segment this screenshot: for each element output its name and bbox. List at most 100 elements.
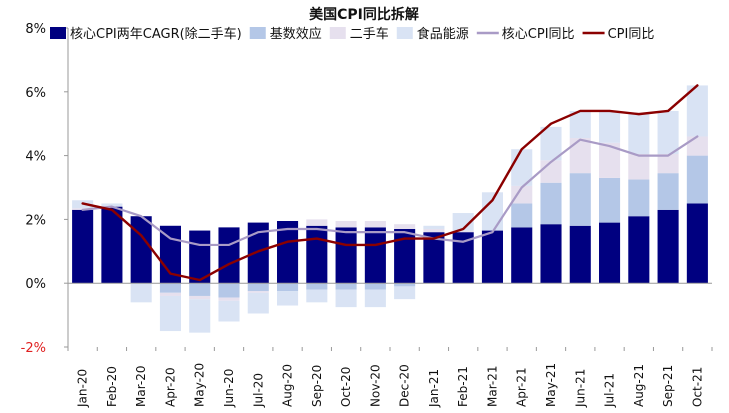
bar-series2-8 [306,219,328,226]
legend-label-5: CPI同比 [608,27,655,42]
bar-series3-8 [306,289,328,303]
chart-title: 美国CPI同比拆解 [309,6,419,23]
bar-series3-12 [423,225,445,229]
legend-label-1: 基数效应 [270,26,322,42]
bar-series2-15 [511,185,533,204]
x-tick-label-1: Feb-20 [105,366,119,407]
x-tick-label-18: Jul-21 [603,373,617,408]
bar-series1-15 [511,203,533,228]
bar-series0-16 [540,224,562,284]
bar-series1-17 [569,173,591,226]
line-series0 [81,135,699,247]
x-tick-label-3: Apr-20 [163,367,177,407]
bar-series2-3 [159,292,181,296]
legend-swatch-3 [396,27,413,39]
bar-series1-4 [189,283,211,296]
bar-series1-19 [628,179,650,217]
x-tick-label-8: Sep-20 [310,365,324,407]
bar-series1-6 [247,283,269,292]
bar-series3-7 [277,291,299,306]
x-tick-label-0: Jan-20 [76,369,90,408]
bar-series1-11 [394,283,416,287]
y-tick-label-3: 4% [25,150,46,165]
x-tick-label-11: Dec-20 [398,364,412,407]
bar-series1-21 [686,155,708,204]
x-tick-label-2: Mar-20 [134,366,148,407]
lines-group [81,84,699,282]
bar-series0-18 [599,222,621,284]
bar-series0-8 [306,225,328,284]
x-tick-label-4: May-20 [193,363,207,407]
bar-series2-4 [189,295,211,300]
bar-series3-3 [159,295,181,332]
bar-series2-12 [423,228,445,233]
bar-series2-6 [247,291,269,293]
bars-group [72,85,708,333]
bar-series1-5 [218,283,240,298]
y-tick-label-4: 6% [25,86,46,101]
bar-series1-3 [159,283,181,293]
x-tick-label-12: Jan-21 [427,369,441,408]
bar-series3-13 [452,213,474,231]
legend: 核心CPI两年CAGR(除二手车) 基数效应 二手车 食品能源 核心CPI同比 CPI同比 [50,26,654,42]
bar-series0-20 [657,209,679,284]
bar-series2-11 [394,224,416,229]
bar-series0-1 [101,206,123,284]
bar-series0-15 [511,227,533,284]
x-tick-label-5: Jun-20 [222,369,236,408]
y-tick-label-5: 8% [25,22,46,37]
legend-swatch-1 [249,27,266,39]
bar-series2-18 [599,142,621,178]
ticks-group: -2% 0% 2% 4% 6% 8% Jan-20 Feb-20 Mar-20 Apr-20 May… [21,22,713,408]
legend-label-0: 核心CPI两年CAGR(除二手车) [70,26,242,42]
bar-series3-10 [364,289,386,308]
bar-series3-4 [189,299,211,333]
bar-series3-16 [540,126,562,161]
x-tick-label-19: Aug-21 [632,364,646,407]
bar-series3-19 [628,114,650,155]
bar-series1-20 [657,173,679,210]
x-tick-label-13: Feb-21 [456,366,470,407]
x-tick-label-10: Nov-20 [368,364,382,407]
x-tick-label-6: Jul-20 [251,373,265,408]
y-tick-label-2: 2% [25,213,46,228]
bar-series0-10 [364,227,386,284]
bar-series0-2 [130,216,152,284]
y-tick-label-0: -2% [21,341,46,356]
bar-series0-9 [335,227,357,284]
bar-series1-8 [306,283,328,290]
bar-series0-7 [277,221,299,284]
bar-series0-19 [628,216,650,284]
bar-series0-17 [569,225,591,284]
bar-series3-21 [686,85,708,137]
legend-label-3: 食品能源 [417,26,469,42]
bar-series3-17 [569,110,591,139]
x-tick-label-20: Sep-21 [661,365,675,407]
bar-series1-18 [599,177,621,223]
bar-series0-0 [72,209,94,284]
bar-series0-13 [452,232,474,284]
x-tick-label-21: Oct-21 [690,367,704,407]
x-tick-label-15: Apr-21 [515,367,529,407]
bar-series3-6 [247,292,269,314]
bar-series2-19 [628,154,650,180]
legend-label-2: 二手车 [350,26,389,42]
bar-series1-7 [277,283,299,292]
bar-series2-10 [364,221,386,228]
bar-series2-9 [335,221,357,228]
bar-series1-10 [364,283,386,290]
bar-series0-14 [481,230,503,284]
bar-series3-9 [335,289,357,308]
bar-series3-11 [394,286,416,300]
legend-swatch-0 [50,27,66,39]
x-tick-label-17: Jun-21 [573,369,587,408]
x-tick-label-9: Oct-20 [339,367,353,407]
bar-series0-5 [218,227,240,284]
bar-series0-11 [394,228,416,284]
bar-series2-5 [218,297,240,301]
bar-series3-18 [599,110,621,143]
x-tick-label-16: May-21 [544,363,558,407]
x-tick-label-7: Aug-20 [281,364,295,407]
